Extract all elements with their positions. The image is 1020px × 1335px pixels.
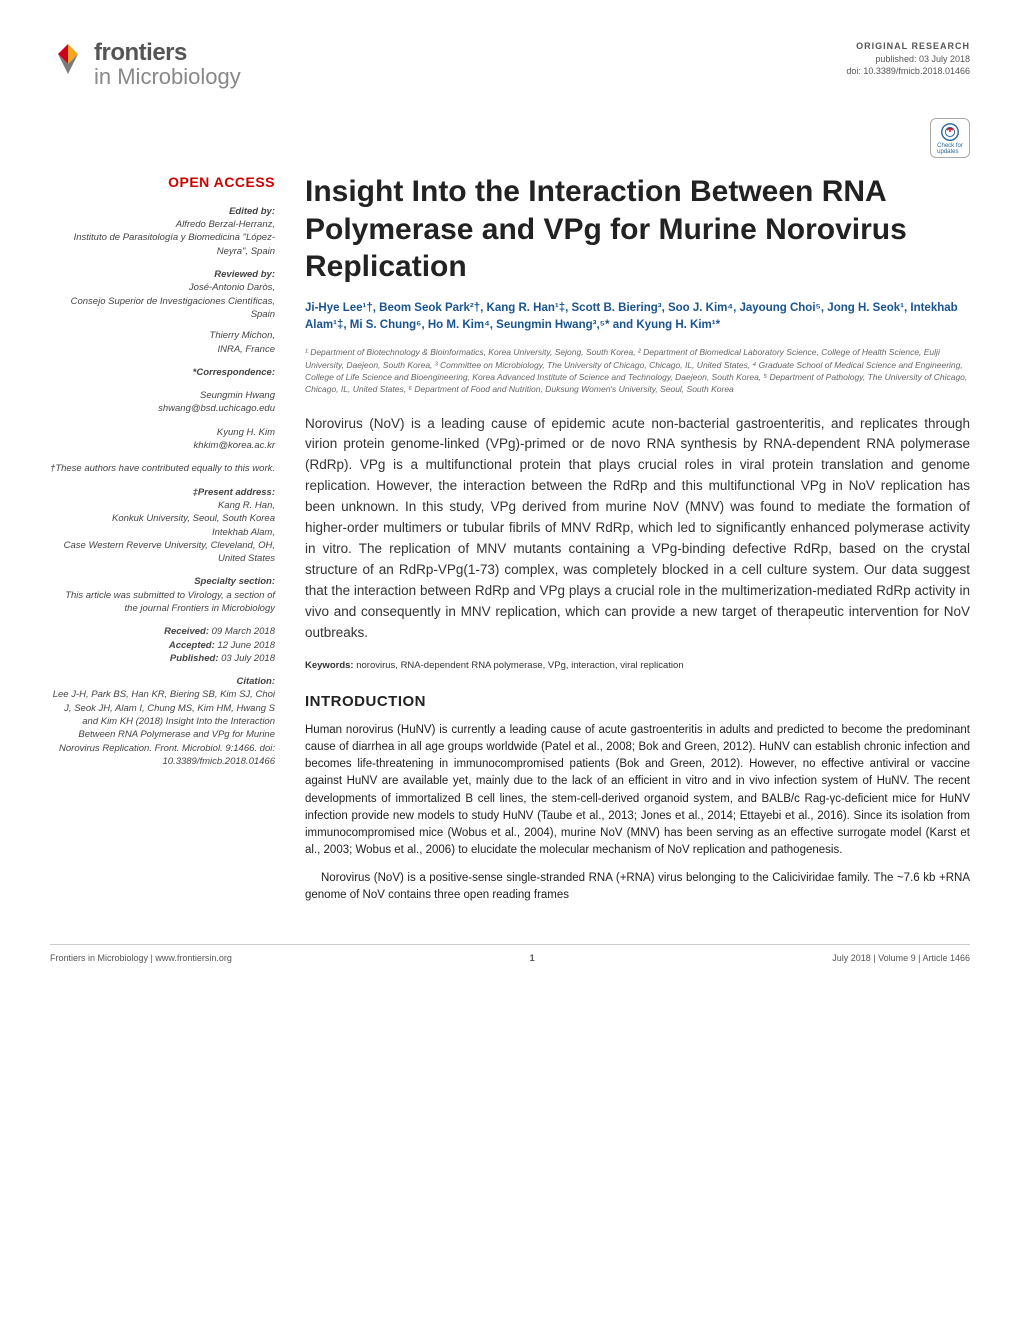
- introduction-heading: INTRODUCTION: [305, 693, 970, 710]
- main-column: Insight Into the Interaction Between RNA…: [305, 173, 970, 914]
- present-address-name: Kang R. Han,: [50, 499, 275, 512]
- page-number: 1: [530, 953, 535, 963]
- open-access-heading: OPEN ACCESS: [50, 173, 275, 193]
- intro-paragraph: Norovirus (NoV) is a positive-sense sing…: [305, 870, 970, 905]
- article-title: Insight Into the Interaction Between RNA…: [305, 173, 970, 286]
- correspondence-label: *Correspondence:: [50, 366, 275, 379]
- journal-prefix: frontiers: [94, 40, 241, 65]
- received-label: Received:: [164, 626, 209, 637]
- authors-list: Ji-Hye Lee¹†, Beom Seok Park²†, Kang R. …: [305, 300, 970, 335]
- publication-info: ORIGINAL RESEARCH published: 03 July 201…: [846, 40, 970, 78]
- reviewer-name: Thierry Michon,: [50, 329, 275, 342]
- citation-label: Citation:: [50, 675, 275, 688]
- correspondent-email: khkim@korea.ac.kr: [50, 439, 275, 452]
- check-updates-badge[interactable]: Check forupdates: [50, 118, 970, 158]
- keywords-text: norovirus, RNA-dependent RNA polymerase,…: [356, 660, 683, 671]
- article-type: ORIGINAL RESEARCH: [846, 40, 970, 53]
- equal-contribution-note: †These authors have contributed equally …: [50, 462, 275, 475]
- reviewed-by-label: Reviewed by:: [50, 268, 275, 281]
- abstract-text: Norovirus (NoV) is a leading cause of ep…: [305, 414, 970, 644]
- doi: doi: 10.3389/fmicb.2018.01466: [846, 65, 970, 78]
- reviewer-affiliation: INRA, France: [50, 343, 275, 356]
- journal-suffix: in Microbiology: [94, 65, 241, 88]
- frontiers-logo-icon: [50, 40, 86, 76]
- footer-left: Frontiers in Microbiology | www.frontier…: [50, 953, 232, 963]
- journal-logo: frontiers in Microbiology: [50, 40, 241, 88]
- accepted-label: Accepted:: [169, 640, 215, 651]
- footer-right: July 2018 | Volume 9 | Article 1466: [832, 953, 970, 963]
- correspondent-name: Seungmin Hwang: [50, 389, 275, 402]
- check-updates-label: Check forupdates: [937, 143, 963, 155]
- keywords-line: Keywords: norovirus, RNA-dependent RNA p…: [305, 660, 970, 671]
- published-date: 03 July 2018: [221, 653, 275, 664]
- header-bar: frontiers in Microbiology ORIGINAL RESEA…: [50, 40, 970, 88]
- intro-paragraph: Human norovirus (HuNV) is currently a le…: [305, 722, 970, 860]
- reviewer-affiliation: Consejo Superior de Investigaciones Cien…: [50, 295, 275, 322]
- correspondent-email: shwang@bsd.uchicago.edu: [50, 402, 275, 415]
- affiliations-list: ¹ Department of Biotechnology & Bioinfor…: [305, 346, 970, 395]
- editor-affiliation: Instituto de Parasitología y Biomedicina…: [50, 231, 275, 258]
- present-address-label: ‡Present address:: [50, 486, 275, 499]
- sidebar: OPEN ACCESS Edited by: Alfredo Berzal-He…: [50, 173, 275, 914]
- editor-name: Alfredo Berzal-Herranz,: [50, 218, 275, 231]
- present-address-name: Intekhab Alam,: [50, 526, 275, 539]
- page-footer: Frontiers in Microbiology | www.frontier…: [50, 944, 970, 963]
- present-address-text: Konkuk University, Seoul, South Korea: [50, 512, 275, 525]
- reviewer-name: José-Antonio Daròs,: [50, 281, 275, 294]
- keywords-label: Keywords:: [305, 660, 354, 671]
- pub-date: published: 03 July 2018: [846, 53, 970, 66]
- published-label: Published:: [170, 653, 219, 664]
- edited-by-label: Edited by:: [50, 205, 275, 218]
- correspondent-name: Kyung H. Kim: [50, 426, 275, 439]
- received-date: 09 March 2018: [212, 626, 275, 637]
- citation-text: Lee J-H, Park BS, Han KR, Biering SB, Ki…: [50, 688, 275, 768]
- present-address-text: Case Western Reverve University, Clevela…: [50, 539, 275, 566]
- accepted-date: 12 June 2018: [217, 640, 275, 651]
- specialty-text: This article was submitted to Virology, …: [50, 589, 275, 616]
- specialty-label: Specialty section:: [50, 575, 275, 588]
